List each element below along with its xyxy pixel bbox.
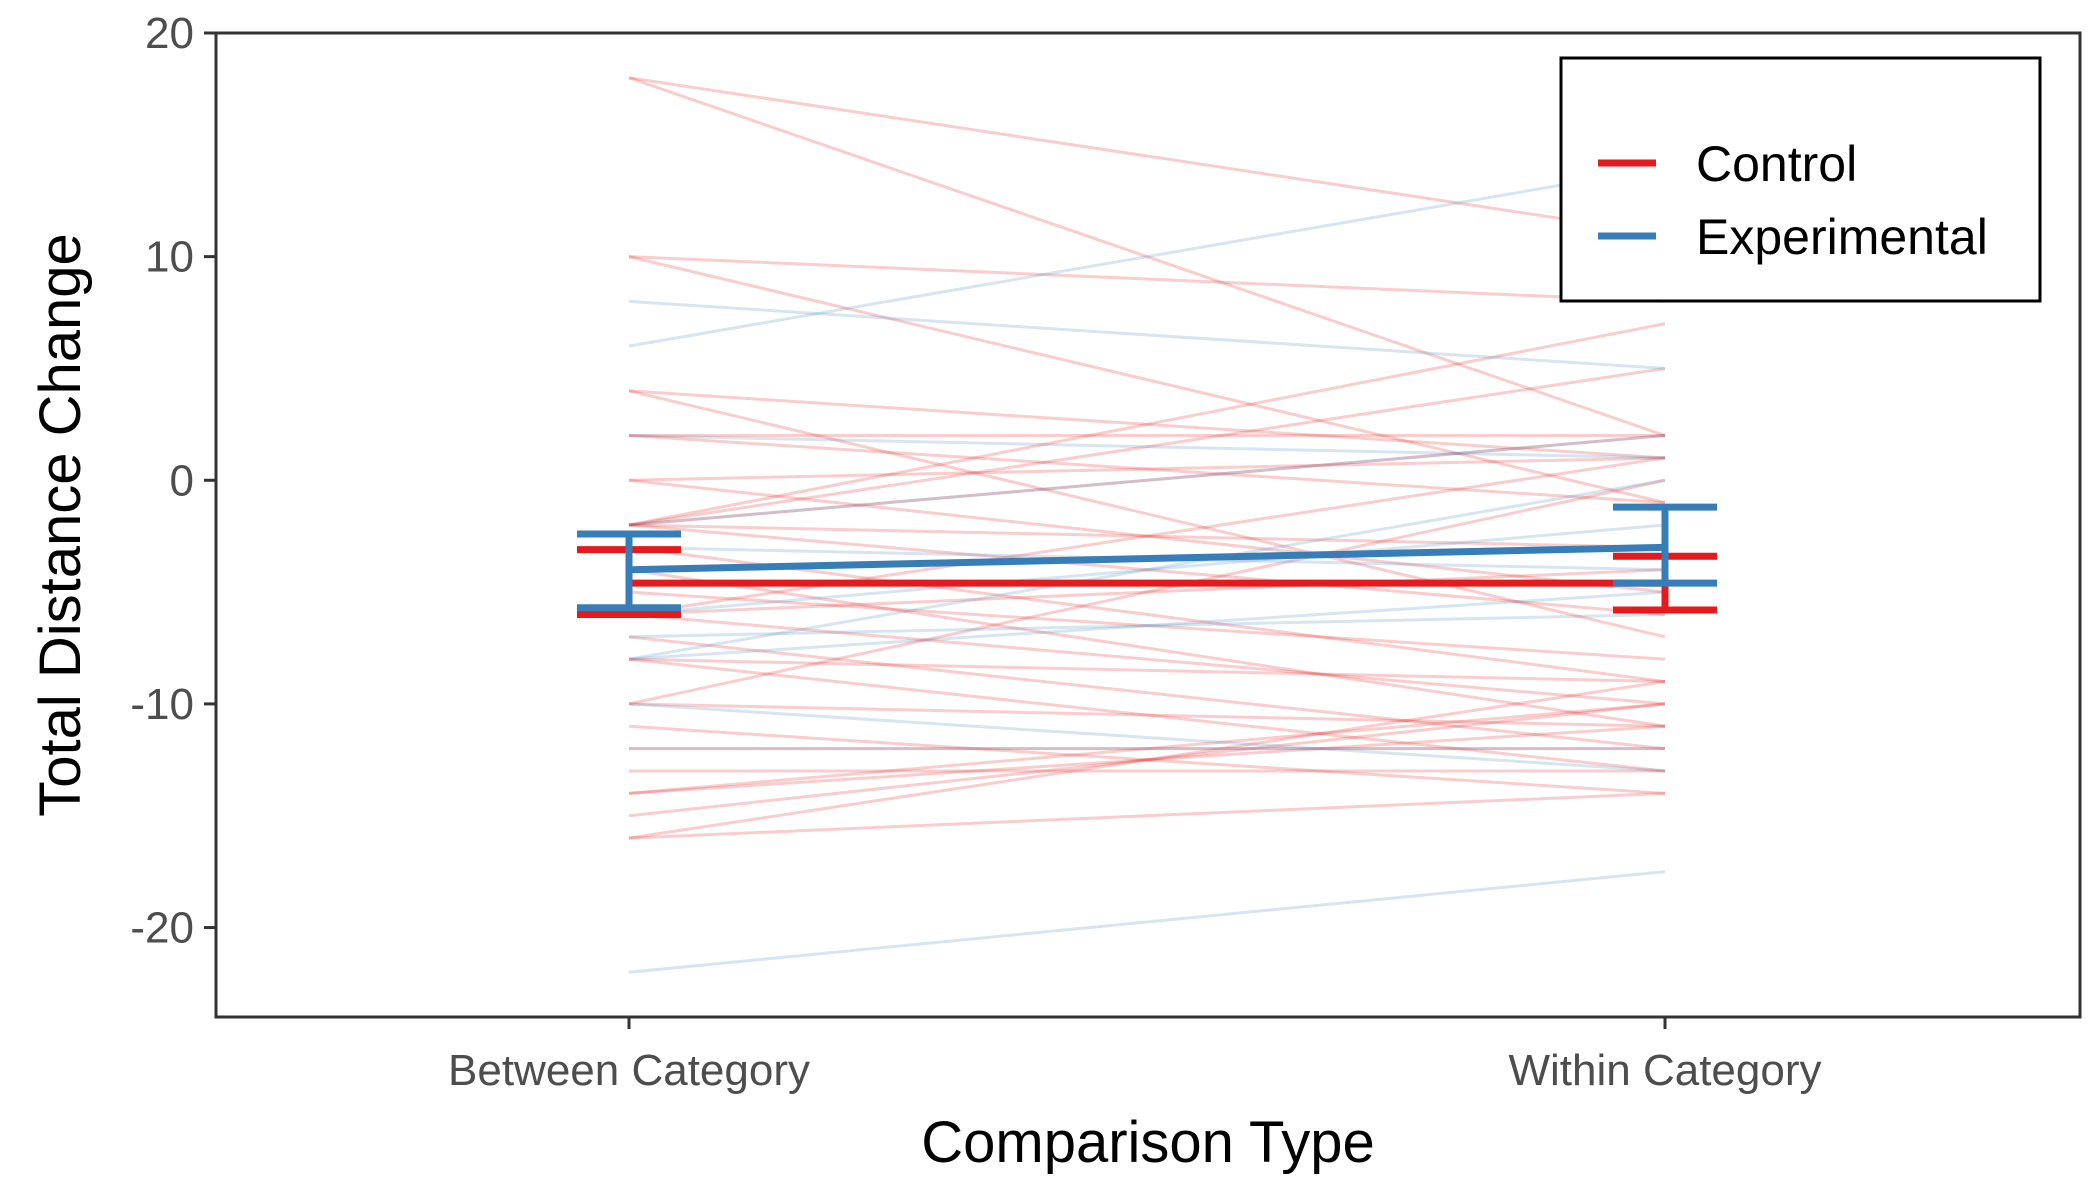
y-tick-label-2: 0	[170, 456, 194, 505]
participant-line-control-19	[628, 568, 1666, 616]
participant-line-control-23	[628, 702, 1666, 728]
participant-line-control-20	[628, 635, 1666, 751]
x-tick-label-0: Between Category	[448, 1046, 810, 1095]
participant-line-experimental-2	[628, 434, 1666, 460]
participant-line-control-0	[628, 76, 1666, 437]
x-axis: Between Category Within Category	[448, 1017, 1822, 1095]
participant-line-experimental-11	[628, 870, 1666, 974]
participant-line-control-3	[628, 255, 1666, 505]
participant-line-experimental-1	[628, 299, 1666, 370]
y-tick-label-1: 10	[145, 233, 194, 282]
participant-line-experimental-6	[628, 612, 1666, 639]
participant-line-control-1	[628, 76, 1666, 236]
participant-line-control-25	[628, 724, 1666, 795]
y-tick-label-0: 20	[145, 9, 194, 58]
x-tick-label-1: Within Category	[1508, 1046, 1821, 1095]
participant-line-control-17	[628, 590, 1666, 661]
participant-line-control-13	[628, 523, 1666, 549]
participant-line-control-14	[628, 523, 1666, 616]
participant-line-control-22	[628, 657, 1666, 684]
participant-line-experimental-8	[628, 590, 1666, 661]
participant-line-control-31	[628, 791, 1666, 840]
participant-line-control-8	[628, 456, 1666, 482]
participant-line-control-30	[628, 702, 1666, 818]
participant-line-control-4	[628, 389, 1666, 460]
participant-line-control-9	[628, 478, 1666, 594]
y-tick-label-4: -20	[130, 904, 194, 953]
participant-line-experimental-7	[628, 478, 1666, 661]
participant-line-experimental-3	[628, 434, 1666, 527]
summary-layer	[577, 503, 1717, 618]
participant-line-control-29	[628, 702, 1666, 795]
legend-box	[1559, 56, 2042, 303]
participant-line-experimental-9	[628, 702, 1666, 773]
participant-line-control-33	[628, 456, 1666, 616]
participant-line-control-11	[628, 366, 1666, 527]
legend: Control Experimental	[1559, 56, 2042, 303]
legend-label-control: Control	[1696, 136, 1857, 192]
participant-line-control-18	[628, 612, 1666, 706]
participant-line-experimental-0	[628, 165, 1666, 348]
y-axis: 20 10 0 -10 -20	[130, 9, 216, 953]
y-tick-label-3: -10	[130, 680, 194, 729]
participant-line-control-21	[628, 657, 1666, 773]
participant-line-control-7	[628, 434, 1666, 505]
plot-panel-border	[214, 31, 2082, 1019]
participant-line-control-5	[628, 389, 1666, 639]
participant-lines-layer	[628, 76, 1666, 974]
participant-line-control-2	[628, 255, 1666, 303]
x-axis-title: Comparison Type	[921, 1110, 1375, 1175]
participant-line-control-16	[628, 568, 1666, 728]
mean-line-experimental	[628, 543, 1666, 574]
participant-line-control-12	[628, 434, 1666, 527]
participant-line-control-10	[628, 322, 1666, 527]
participant-line-control-15	[628, 545, 1666, 684]
participant-line-control-24	[628, 478, 1666, 706]
legend-label-experimental: Experimental	[1696, 209, 1988, 265]
participant-line-control-32	[628, 680, 1666, 840]
participant-line-experimental-5	[628, 523, 1666, 616]
y-axis-title: Total Distance Change	[28, 233, 93, 817]
participant-line-control-28	[628, 724, 1666, 795]
